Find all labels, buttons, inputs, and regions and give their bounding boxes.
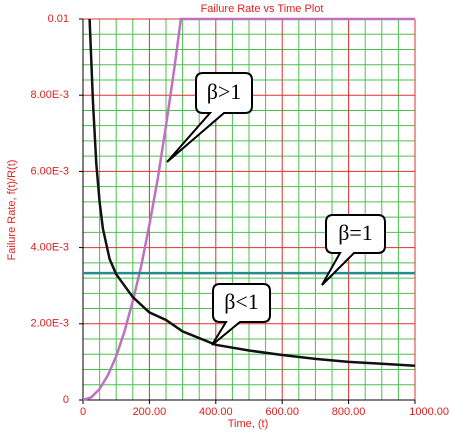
x-tick-label: 600.00	[265, 406, 299, 418]
callout-label: β<1	[224, 289, 259, 314]
callout-box	[211, 283, 271, 346]
callout-box	[321, 214, 386, 286]
callout-label: β>1	[207, 79, 242, 104]
y-tick-label: 2.00E-3	[30, 318, 69, 330]
chart-title: Failure Rate vs Time Plot	[201, 3, 324, 15]
x-tick-label: 1000.00	[409, 406, 449, 418]
series-line	[88, 18, 415, 367]
callout-box	[166, 72, 253, 163]
y-tick-label: 4.00E-3	[30, 242, 69, 254]
y-tick-label: 6.00E-3	[30, 165, 69, 177]
callout: β=1	[321, 214, 386, 286]
x-tick-label: 0	[80, 406, 86, 418]
x-tick-label: 800.00	[332, 406, 366, 418]
callout: β>1	[166, 72, 253, 163]
y-tick-label: 0.01	[48, 13, 69, 25]
callout: β<1	[211, 283, 271, 346]
x-axis-label: Time, (t)	[228, 418, 269, 430]
x-tick-label: 200.00	[133, 406, 167, 418]
callout-label: β=1	[338, 220, 373, 245]
y-axis-label: Failure Rate, f(t)/R(t)	[6, 160, 18, 261]
y-tick-label: 0	[63, 394, 69, 406]
y-tick-label: 8.00E-3	[30, 89, 69, 101]
series-line	[83, 17, 415, 402]
x-tick-label: 400.00	[199, 406, 233, 418]
